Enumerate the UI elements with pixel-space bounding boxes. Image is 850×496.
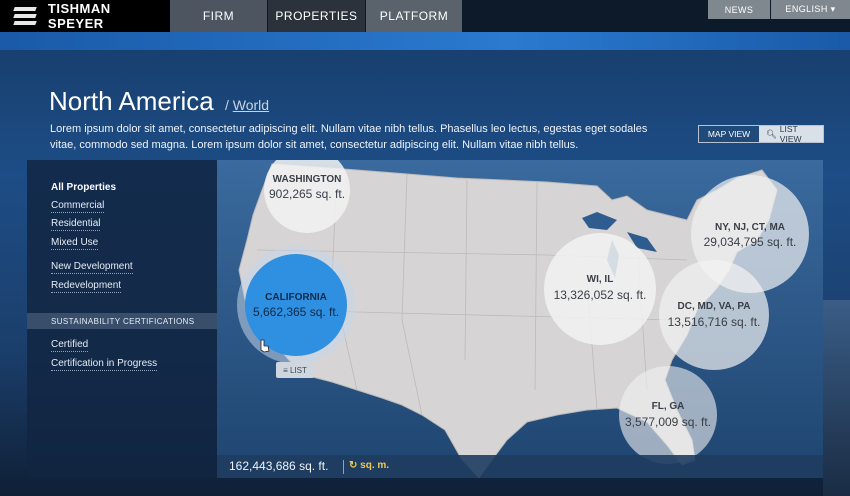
footer-divider [343, 460, 344, 474]
search-icon: 🔍︎ [766, 128, 777, 139]
filter-certification-in-progress[interactable]: Certification in Progress [51, 358, 158, 371]
page-title: North America / World [49, 86, 269, 117]
filter-sidebar: All Properties Commercial Residential Mi… [27, 160, 217, 478]
svg-text:CALIFORNIA: CALIFORNIA [265, 292, 327, 303]
filter-all-properties[interactable]: All Properties [51, 182, 117, 193]
region-bubble-wi-il[interactable]: WI, IL 13,326,052 sq. ft. [544, 233, 656, 345]
total-area: 162,443,686 sq. ft. [229, 459, 329, 473]
list-view-button[interactable]: 🔍︎ LIST VIEW [759, 124, 823, 144]
us-map: WASHINGTON 902,265 sq. ft. CALIFORNIA 5,… [217, 160, 823, 478]
region-bubble-fl-ga[interactable]: FL, GA 3,577,009 sq. ft. [619, 366, 717, 464]
filter-commercial[interactable]: Commercial [51, 200, 105, 213]
title-text: North America [49, 86, 214, 116]
news-link[interactable]: NEWS [708, 0, 770, 19]
list-view-label: LIST VIEW [779, 124, 802, 144]
map-view-button[interactable]: MAP VIEW [699, 126, 759, 142]
svg-text:5,662,365 sq. ft.: 5,662,365 sq. ft. [253, 305, 339, 319]
filter-new-development[interactable]: New Development [51, 261, 133, 274]
hand-cursor-icon [260, 339, 270, 353]
svg-text:13,326,052 sq. ft.: 13,326,052 sq. ft. [554, 288, 647, 302]
map-footer: 162,443,686 sq. ft. ↻ sq. m. [217, 455, 823, 478]
region-bubble-california[interactable]: CALIFORNIA 5,662,365 sq. ft. [237, 246, 355, 364]
unit-toggle[interactable]: ↻ sq. m. [349, 460, 390, 471]
logo-icon [13, 6, 37, 26]
certifications-header: SUSTAINABILITY CERTIFICATIONS [27, 313, 217, 329]
breadcrumb-separator: / [224, 97, 229, 113]
region-list-button[interactable]: ≡ LIST [276, 362, 314, 378]
svg-text:WASHINGTON: WASHINGTON [273, 174, 342, 185]
filter-mixed-use[interactable]: Mixed Use [51, 237, 99, 250]
brand-name: TISHMAN SPEYER [47, 1, 111, 31]
svg-text:29,034,795 sq. ft.: 29,034,795 sq. ft. [704, 235, 797, 249]
filter-residential[interactable]: Residential [51, 218, 101, 231]
brand-logo[interactable]: TISHMAN SPEYER [0, 0, 170, 32]
svg-text:902,265 sq. ft.: 902,265 sq. ft. [269, 187, 345, 201]
breadcrumb: / World [225, 97, 269, 113]
svg-text:FL, GA: FL, GA [652, 401, 685, 412]
map-panel[interactable]: WASHINGTON 902,265 sq. ft. CALIFORNIA 5,… [217, 160, 823, 478]
header-band [0, 32, 850, 50]
world-link[interactable]: World [232, 97, 270, 113]
background-building [823, 300, 850, 496]
nav-tab-firm[interactable]: FIRM [170, 0, 267, 32]
svg-text:DC, MD, VA, PA: DC, MD, VA, PA [678, 301, 751, 312]
svg-text:3,577,009 sq. ft.: 3,577,009 sq. ft. [625, 415, 711, 429]
nav-tab-platform[interactable]: PLATFORM [366, 0, 462, 32]
view-toggle: MAP VIEW 🔍︎ LIST VIEW [698, 124, 824, 144]
filter-redevelopment[interactable]: Redevelopment [51, 280, 122, 293]
svg-text:WI, IL: WI, IL [587, 274, 614, 285]
filter-certified[interactable]: Certified [51, 339, 89, 352]
region-bubble-washington[interactable]: WASHINGTON 902,265 sq. ft. [264, 160, 350, 233]
svg-text:13,516,716 sq. ft.: 13,516,716 sq. ft. [668, 315, 761, 329]
nav-tab-properties[interactable]: PROPERTIES [268, 0, 365, 32]
svg-text:NY, NJ, CT, MA: NY, NJ, CT, MA [715, 222, 785, 233]
language-dropdown[interactable]: ENGLISH ▾ [771, 0, 850, 19]
region-bubble-dc-md-va-pa[interactable]: DC, MD, VA, PA 13,516,716 sq. ft. [659, 260, 769, 370]
page-description: Lorem ipsum dolor sit amet, consectetur … [50, 123, 648, 151]
